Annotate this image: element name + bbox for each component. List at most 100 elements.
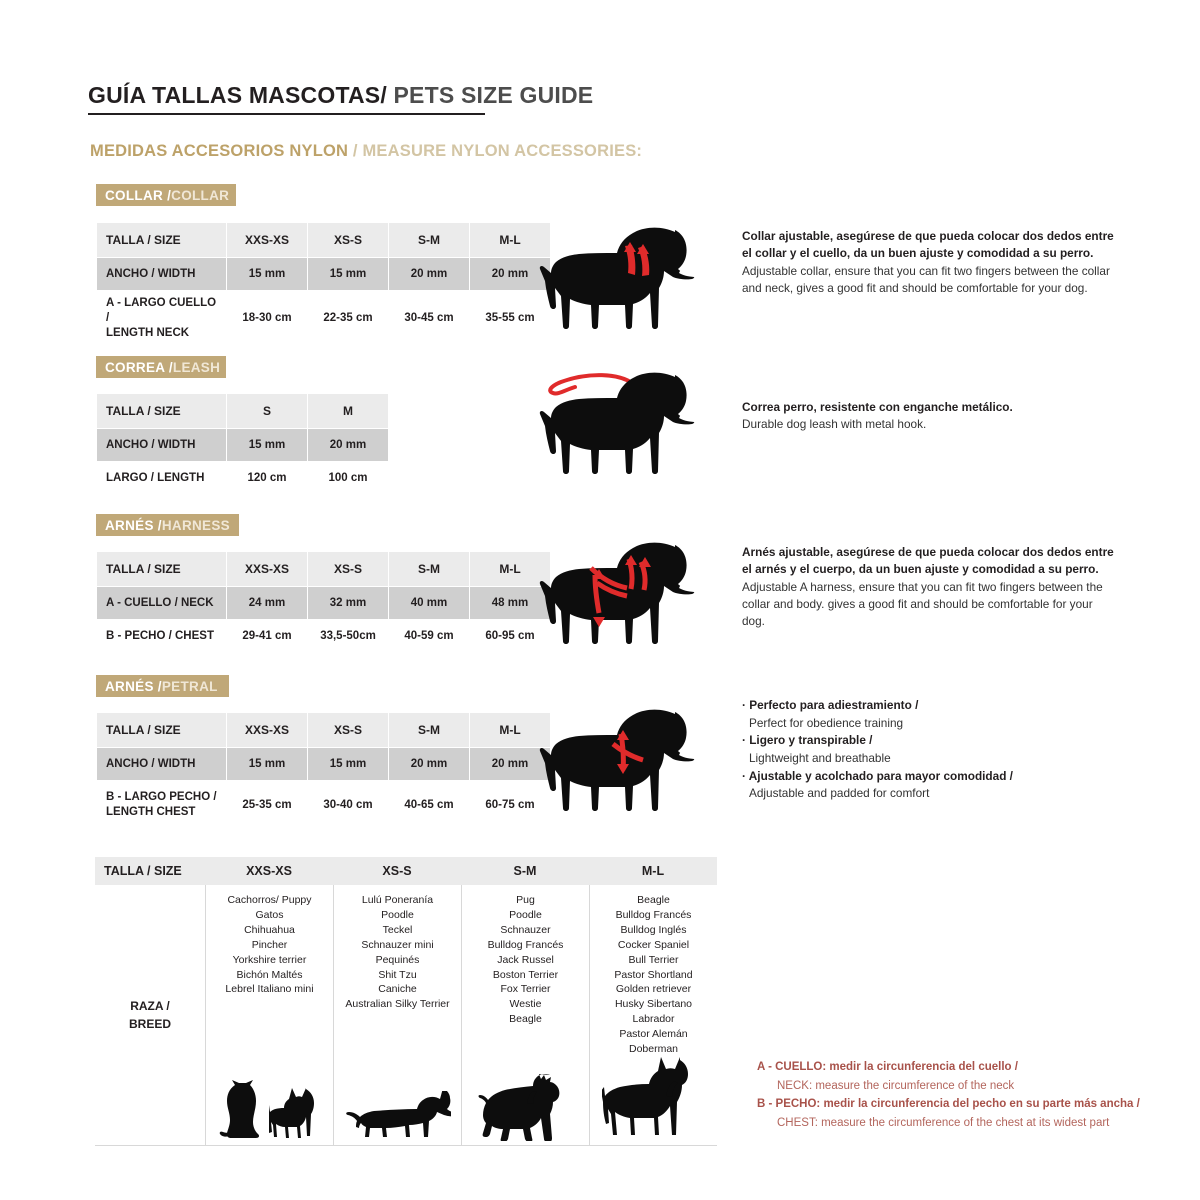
table-row: B - PECHO / CHEST 29-41 cm 33,5-50cm 40-…	[96, 619, 551, 653]
cell-neck-s-m: 30-45 cm	[388, 290, 470, 347]
breed-col-header-xxs-xs: XXS-XS	[246, 864, 292, 878]
breed-item: Beagle	[637, 894, 670, 906]
collar-size-table: TALLA / SIZE XXS-XS XS-S S-M M-L ANCHO /…	[96, 222, 551, 347]
row-label-width: ANCHO / WIDTH	[96, 257, 227, 291]
cell-width-m: 20 mm	[307, 428, 389, 462]
table-row: A - CUELLO / NECK 24 mm 32 mm 40 mm 48 m…	[96, 586, 551, 620]
table-row: ANCHO / WIDTH 15 mm 15 mm 20 mm 20 mm	[96, 747, 551, 781]
harness-description-es: Arnés ajustable, asegúrese de que pueda …	[742, 545, 1114, 577]
cell-chest-xs-s: 30-40 cm	[307, 780, 389, 830]
measurement-legend: A - CUELLO: medir la circunferencia del …	[757, 1058, 1157, 1133]
breed-cell-xs-s: Lulú Poneranía Poodle Teckel Schnauzer m…	[333, 885, 461, 1145]
cell-chest-xxs-xs: 25-35 cm	[226, 780, 308, 830]
breed-item: Caniche	[378, 983, 417, 996]
bullet-2-en: Lightweight and breathable	[749, 751, 891, 766]
cell-neck-s-m: 40 mm	[388, 586, 470, 620]
cell-length-m: 100 cm	[307, 461, 389, 495]
page-title: GUÍA TALLAS MASCOTAS/ PETS SIZE GUIDE	[88, 82, 1108, 109]
dog-with-petral-icon	[539, 709, 698, 811]
page-subtitle: MEDIDAS ACCESORIOS NYLON / MEASURE NYLON…	[90, 142, 642, 161]
breed-item: Golden retriever	[615, 983, 692, 996]
breed-row-label-line2: BREED	[128, 1017, 171, 1031]
section-badge-collar: COLLAR / COLLAR	[96, 184, 236, 206]
col-header-size: TALLA / SIZE	[96, 551, 227, 587]
col-header-s-m: S-M	[388, 712, 470, 748]
cell-width-s-m: 20 mm	[388, 747, 470, 781]
section-badge-harness: ARNÉS / HARNESS	[96, 514, 239, 536]
row-label-width: ANCHO / WIDTH	[96, 428, 227, 462]
breed-item: Pug	[516, 894, 535, 906]
breed-item: Cocker Spaniel	[617, 938, 690, 951]
table-row: ANCHO / WIDTH 15 mm 15 mm 20 mm 20 mm	[96, 257, 551, 291]
title-underline	[88, 113, 485, 115]
cell-chest-m-l: 60-75 cm	[469, 780, 551, 830]
chihuahua-silhouette-icon	[268, 1088, 314, 1138]
breed-col-header-xs-s: XS-S	[382, 864, 412, 878]
breed-table-body-row: RAZA / BREED Cachorros/ Puppy Gatos Chih…	[95, 885, 717, 1146]
breed-item: Husky Sibertano	[614, 998, 693, 1011]
doberman-silhouette-icon	[601, 1057, 688, 1135]
breed-item: Bulldog Francés	[615, 908, 692, 921]
breed-item: Labrador	[632, 1013, 675, 1026]
harness-description: Arnés ajustable, asegúrese de que pueda …	[742, 544, 1114, 631]
breed-row-label: RAZA / BREED	[95, 885, 205, 1145]
page-title-es: GUÍA TALLAS MASCOTAS/	[88, 82, 387, 108]
bullet-2-es: · Ligero y transpirable /	[742, 733, 873, 748]
col-header-s-m: S-M	[388, 551, 470, 587]
cell-width-s: 15 mm	[226, 428, 308, 462]
breed-item: Pequinés	[375, 953, 420, 966]
harness-description-en: Adjustable A harness, ensure that you ca…	[742, 579, 1103, 629]
badge-label-en: HARNESS	[161, 517, 230, 533]
breed-silhouettes-xs-s	[334, 1091, 461, 1141]
breed-item: Pastor Alemán	[619, 1028, 688, 1041]
breed-col-header-m-l: M-L	[641, 864, 665, 878]
breed-item: Westie	[509, 998, 542, 1011]
dachshund-silhouette-icon	[345, 1091, 451, 1137]
col-header-xs-s: XS-S	[307, 222, 389, 258]
cell-neck-xxs-xs: 24 mm	[226, 586, 308, 620]
cell-neck-m-l: 35-55 cm	[469, 290, 551, 347]
cell-chest-s-m: 40-59 cm	[388, 619, 470, 653]
breed-item: Bull Terrier	[628, 953, 679, 966]
cell-width-m-l: 20 mm	[469, 747, 551, 781]
table-row: B - LARGO PECHO / LENGTH CHEST 25-35 cm …	[96, 780, 551, 830]
breed-row-label-line1: RAZA /	[130, 999, 170, 1013]
cell-neck-xs-s: 22-35 cm	[307, 290, 389, 347]
leash-dog-illustration	[525, 363, 715, 488]
row-label-length: LARGO / LENGTH	[96, 461, 227, 495]
badge-label-es: COLLAR /	[105, 187, 172, 203]
leash-description-es: Correa perro, resistente con enganche me…	[742, 400, 1013, 414]
breed-item: Pastor Shortland	[614, 968, 693, 981]
breed-item: Lebrel Italiano mini	[225, 983, 314, 996]
badge-label-en: LEASH	[172, 359, 221, 375]
breed-item: Boston Terrier	[492, 968, 559, 981]
table-row: TALLA / SIZE XXS-XS XS-S S-M M-L	[96, 551, 551, 587]
breed-item: Poodle	[381, 908, 414, 921]
cell-width-s-m: 20 mm	[388, 257, 470, 291]
legend-neck-en: NECK: measure the circumference of the n…	[777, 1079, 1015, 1092]
cell-chest-xxs-xs: 29-41 cm	[226, 619, 308, 653]
col-header-m: M	[307, 393, 389, 429]
table-row: LARGO / LENGTH 120 cm 100 cm	[96, 461, 389, 495]
cell-chest-s-m: 40-65 cm	[388, 780, 470, 830]
breed-item: Yorkshire terrier	[232, 953, 307, 966]
dog-with-harness-icon	[539, 542, 698, 644]
harness-dog-illustration	[525, 533, 715, 658]
breed-item: Doberman	[628, 1043, 679, 1056]
badge-label-es: ARNÉS /	[105, 517, 162, 533]
breed-item: Bulldog Francés	[487, 938, 564, 951]
col-header-xs-s: XS-S	[307, 712, 389, 748]
breed-item: Bulldog Inglés	[620, 923, 687, 936]
leash-description-en: Durable dog leash with metal hook.	[742, 417, 927, 432]
breed-item: Bichón Maltés	[236, 968, 303, 981]
breed-item: Beagle	[509, 1013, 542, 1026]
breed-item: Chihuahua	[244, 923, 295, 936]
collar-description-en: Adjustable collar, ensure that you can f…	[742, 263, 1110, 295]
cell-width-xxs-xs: 15 mm	[226, 747, 308, 781]
legend-chest-es: B - PECHO: medir la circunferencia del p…	[757, 1098, 1140, 1111]
section-badge-petral: ARNÉS / PETRAL	[96, 675, 229, 697]
col-header-s-m: S-M	[388, 222, 470, 258]
breed-silhouettes-s-m	[462, 1071, 589, 1141]
col-header-m-l: M-L	[469, 222, 551, 258]
